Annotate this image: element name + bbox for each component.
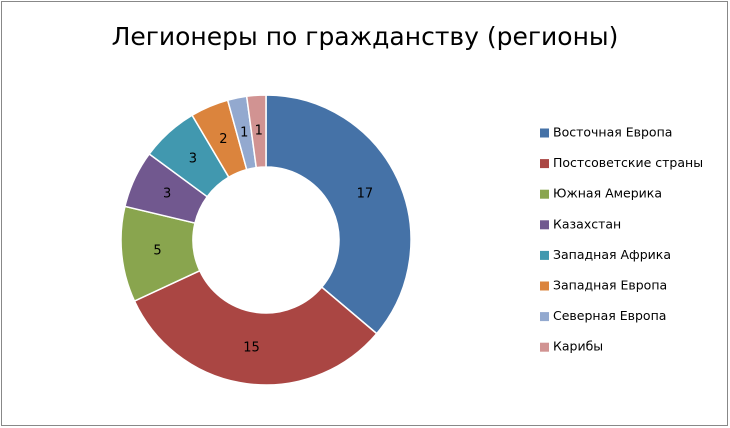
legend-swatch bbox=[540, 250, 549, 260]
data-label: 3 bbox=[163, 187, 171, 202]
legend-swatch bbox=[540, 220, 549, 230]
data-label: 3 bbox=[189, 152, 197, 167]
data-label: 17 bbox=[357, 187, 374, 202]
slice bbox=[133, 269, 378, 386]
legend-label: Западная Африка bbox=[553, 247, 671, 262]
data-label: 5 bbox=[153, 243, 161, 258]
legend-swatch bbox=[540, 189, 549, 199]
slice bbox=[245, 94, 267, 169]
legend-label: Постсоветские страны bbox=[553, 155, 703, 170]
legend-label: Северная Европа bbox=[553, 308, 666, 323]
legend-swatch bbox=[540, 312, 549, 322]
data-label: 15 bbox=[243, 341, 260, 356]
legend-label: Карибы bbox=[553, 339, 603, 354]
legend-label: Южная Америка bbox=[553, 186, 662, 201]
legend-label: Восточная Европа bbox=[553, 125, 672, 140]
legend-swatch bbox=[540, 128, 549, 138]
data-label: 2 bbox=[219, 132, 227, 147]
legend-swatch bbox=[540, 281, 549, 291]
chart-title: Легионеры по гражданству (регионы) bbox=[112, 22, 619, 51]
data-label: 1 bbox=[240, 126, 248, 141]
legend-label: Западная Европа bbox=[553, 278, 667, 293]
slice bbox=[265, 94, 412, 335]
legend-swatch bbox=[540, 159, 549, 169]
legend-swatch bbox=[540, 342, 549, 352]
legend-label: Казахстан bbox=[553, 216, 621, 231]
data-label: 1 bbox=[255, 124, 263, 139]
